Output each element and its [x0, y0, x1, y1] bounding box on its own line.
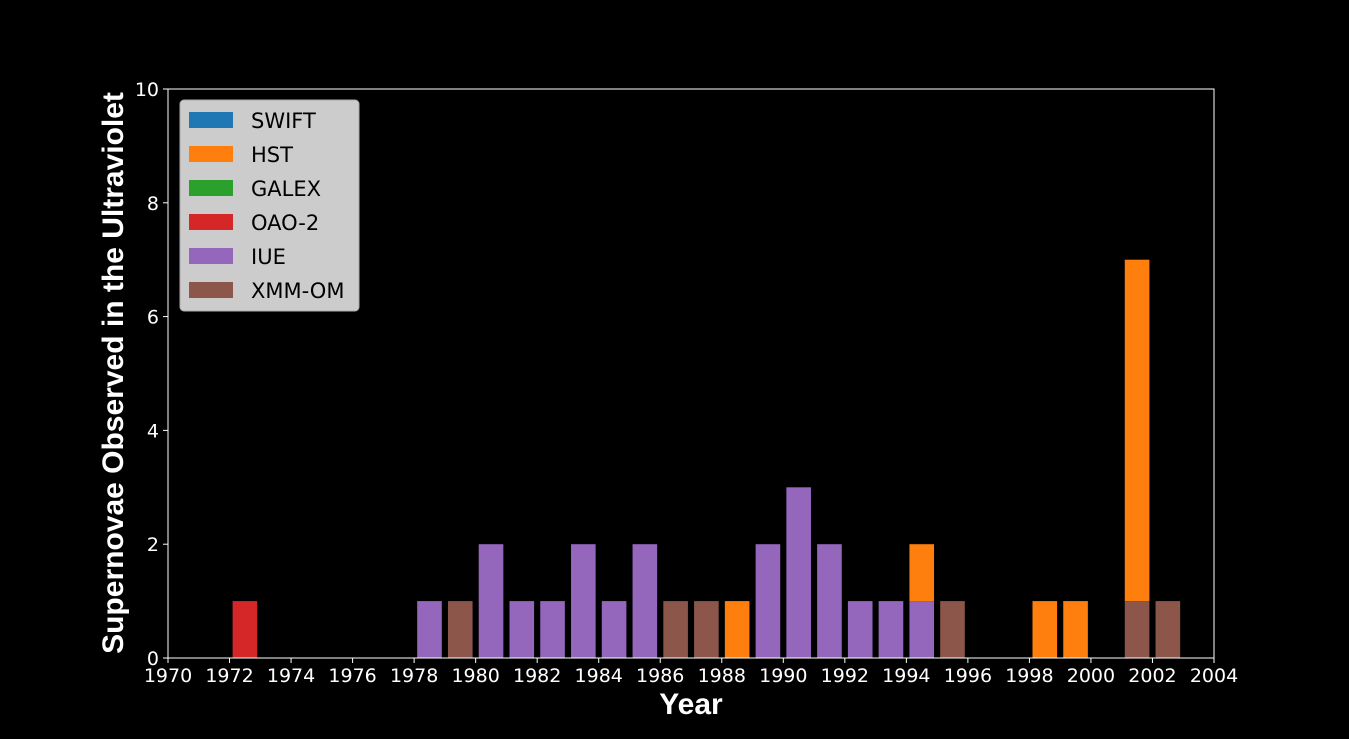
x-axis-title: Year [659, 688, 723, 721]
legend-label: GALEX [251, 177, 321, 201]
x-tick-label: 1974 [267, 665, 315, 687]
bar-xmm-om-0 [447, 601, 473, 658]
x-tick-label: 1970 [144, 665, 192, 687]
bar-xmm-om-4 [1124, 601, 1150, 658]
legend-label: IUE [251, 245, 286, 269]
x-tick-label: 2002 [1128, 665, 1176, 687]
x-tick-label: 1986 [636, 665, 684, 687]
y-axis-ticks: 0 2 4 6 8 10 [135, 79, 168, 670]
bar-iue-4 [571, 544, 596, 658]
bar-hst-3 [1063, 601, 1088, 658]
legend-swatch-iue [189, 248, 233, 264]
x-tick-label: 1976 [328, 665, 376, 687]
plot-frame [167, 88, 1215, 659]
y-tick-label: 0 [147, 648, 159, 670]
bar-iue-7 [755, 544, 781, 658]
legend-label: OAO-2 [251, 211, 319, 235]
y-tick-label: 10 [135, 79, 159, 101]
legend-label: HST [251, 143, 293, 167]
legend-swatch-swift [189, 112, 233, 128]
bar-iue-8 [786, 487, 811, 658]
bar-hst-4 [1124, 259, 1150, 602]
bar-xmm-om-3 [940, 601, 965, 658]
y-axis-title: Supernovae Observed in the Ultraviolet [97, 92, 130, 654]
x-tick-label: 1996 [944, 665, 992, 687]
bar-iue-0 [417, 601, 442, 658]
bars-layer [232, 259, 1181, 658]
legend: SWIFT HST GALEX OAO-2 IUE XMM-OM [179, 99, 360, 312]
x-tick-label: 1990 [759, 665, 807, 687]
x-tick-label: 2000 [1067, 665, 1115, 687]
y-tick-label: 2 [147, 534, 159, 556]
y-tick-label: 8 [147, 193, 159, 215]
bar-iue-10 [847, 601, 873, 658]
x-tick-label: 1984 [575, 665, 623, 687]
bar-iue-9 [817, 544, 842, 658]
bar-iue-11 [878, 601, 904, 658]
x-tick-label: 2004 [1190, 665, 1238, 687]
bar-iue-3 [540, 601, 565, 658]
bar-oao-2-0 [232, 601, 258, 658]
y-tick-label: 4 [147, 420, 159, 442]
x-tick-label: 1992 [821, 665, 869, 687]
y-tick-label: 6 [147, 307, 159, 329]
x-tick-label: 1994 [882, 665, 930, 687]
bar-xmm-om-1 [663, 601, 688, 658]
bar-iue-2 [509, 601, 535, 658]
bar-hst-2 [1032, 601, 1058, 658]
bar-iue-5 [601, 601, 627, 658]
legend-label: SWIFT [251, 109, 316, 133]
x-axis-ticks: 1970 1972 1974 1976 1978 1980 1982 1984 1986 1988… [144, 658, 1238, 687]
bar-xmm-om-5 [1155, 601, 1181, 658]
bar-xmm-om-2 [694, 601, 719, 658]
legend-swatch-xmm-om [189, 282, 233, 298]
legend-swatch-galex [189, 180, 233, 196]
bar-iue-1 [478, 544, 504, 658]
bar-iue-12 [909, 601, 935, 658]
legend-swatch-hst [189, 146, 233, 162]
legend-swatch-oao-2 [189, 214, 233, 230]
x-tick-label: 1978 [390, 665, 438, 687]
x-tick-label: 1982 [513, 665, 561, 687]
legend-label: XMM-OM [251, 279, 344, 303]
x-tick-label: 1972 [205, 665, 253, 687]
x-tick-label: 1998 [1005, 665, 1053, 687]
bar-hst-0 [724, 601, 750, 658]
x-tick-label: 1980 [451, 665, 499, 687]
bar-hst-1 [909, 544, 935, 602]
x-tick-label: 1988 [698, 665, 746, 687]
bar-iue-6 [632, 544, 658, 658]
